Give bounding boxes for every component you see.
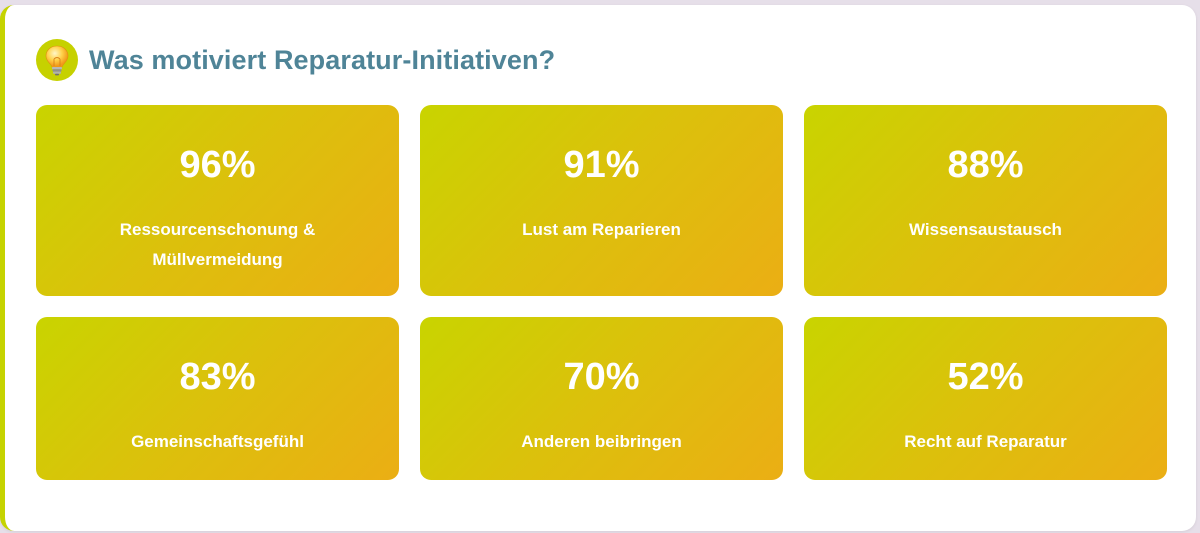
stat-value: 88%	[947, 144, 1024, 186]
page-title: Was motiviert Reparatur-Initiativen?	[89, 44, 556, 75]
stat-card-ressourcenschonung: 96% Ressourcenschonung & Müllvermeidung	[36, 105, 399, 296]
stat-value: 52%	[947, 356, 1024, 398]
stat-card-recht-auf-reparatur: 52% Recht auf Reparatur	[804, 317, 1167, 480]
stat-label: Anderen beibringen	[521, 432, 682, 451]
card-header: Was motiviert Reparatur-Initiativen?	[36, 39, 555, 81]
stat-card-gemeinschaftsgefuehl: 83% Gemeinschaftsgefühl	[36, 317, 399, 480]
stat-value: 91%	[563, 144, 640, 186]
stat-card-wissensaustausch: 88% Wissensaustausch	[804, 105, 1167, 296]
stat-value: 96%	[179, 144, 256, 186]
stats-grid: 96% Ressourcenschonung & Müllvermeidung …	[36, 105, 1167, 480]
stat-label: Recht auf Reparatur	[904, 432, 1067, 451]
stat-value: 83%	[179, 356, 256, 398]
stat-value: 70%	[563, 356, 640, 398]
stat-label: Ressourcenschonung & Müllvermeidung	[119, 220, 316, 269]
stat-card-lust-am-reparieren: 91% Lust am Reparieren	[420, 105, 783, 296]
stat-card-anderen-beibringen: 70% Anderen beibringen	[420, 317, 783, 480]
lightbulb-icon	[36, 39, 78, 81]
stat-label: Lust am Reparieren	[522, 220, 681, 239]
stat-label: Gemeinschaftsgefühl	[131, 432, 304, 451]
stat-label: Wissensaustausch	[909, 220, 1062, 239]
motivation-card: Was motiviert Reparatur-Initiativen? 96%…	[0, 5, 1196, 531]
